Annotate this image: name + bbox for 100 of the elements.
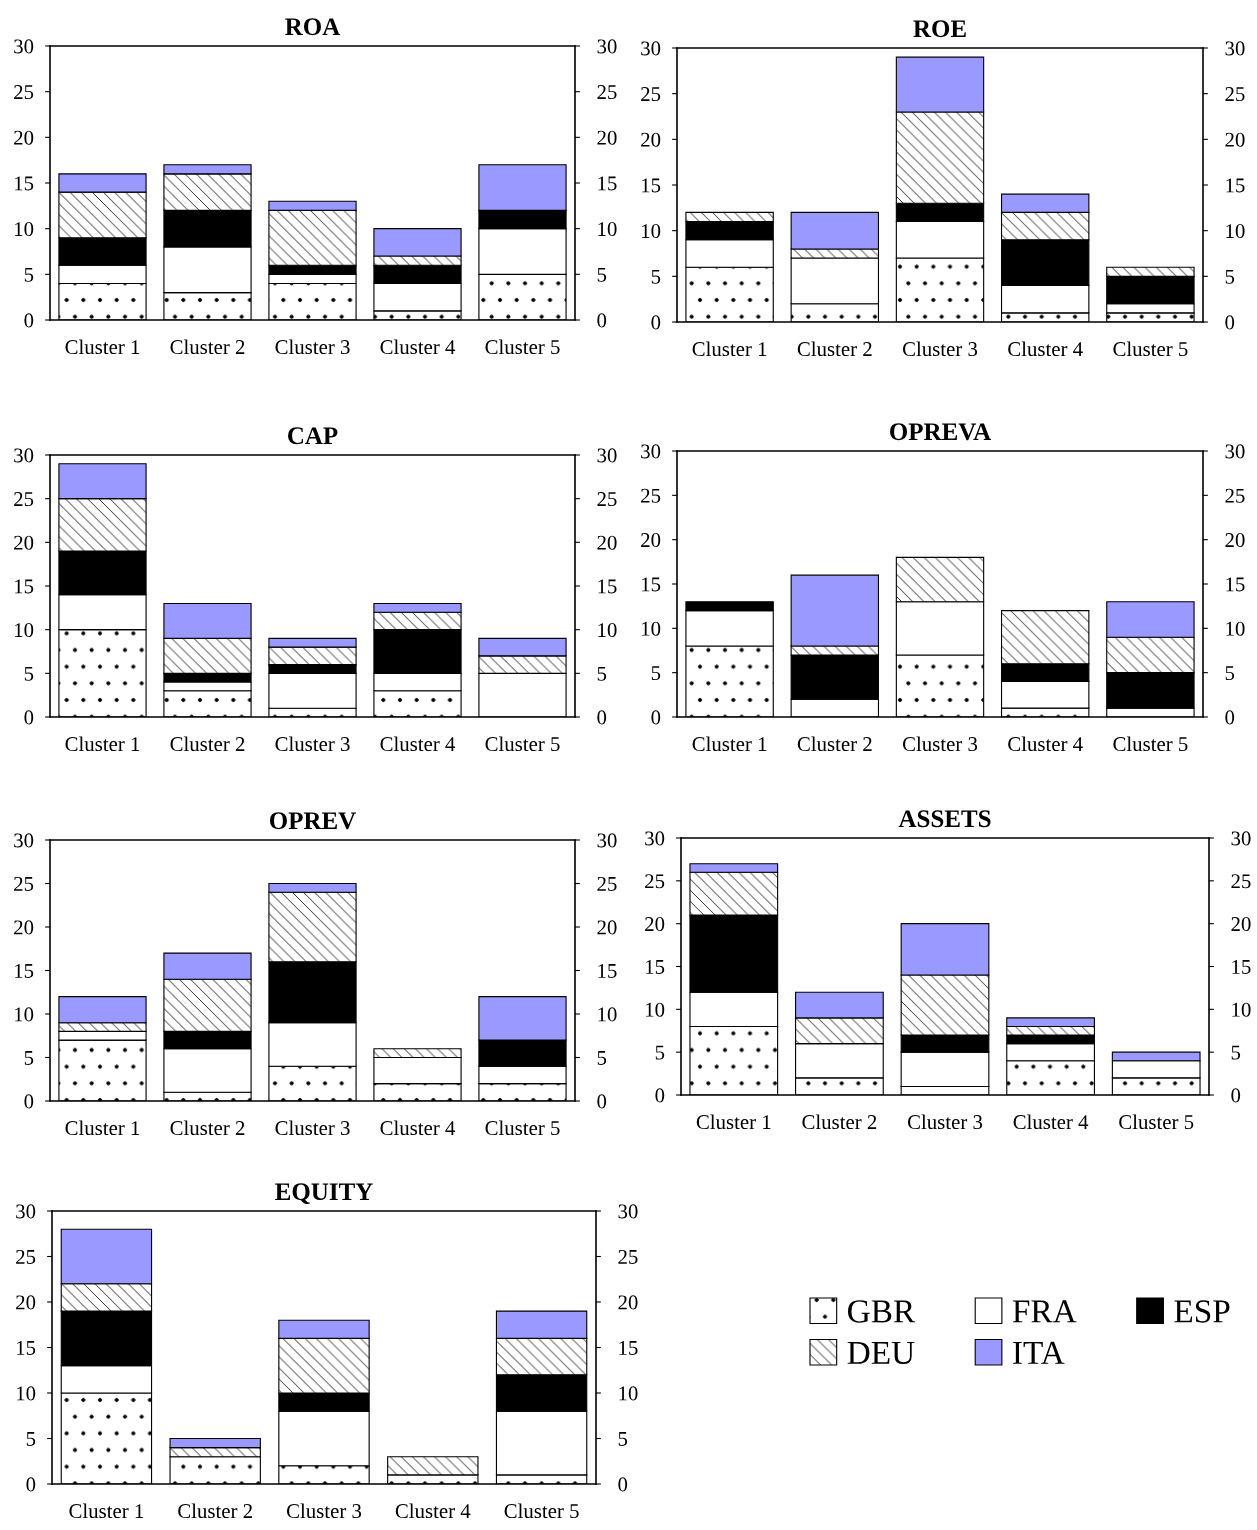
x-tick-label: Cluster 2	[178, 1503, 252, 1519]
y2-tick-label: 15	[1226, 577, 1245, 592]
y2-tick-label: 10	[598, 623, 617, 638]
x-tick-label: Cluster 3	[275, 1120, 350, 1136]
y2-tick-label: 20	[1225, 533, 1245, 548]
y-tick-label: 30	[641, 444, 661, 459]
y-tick-label: 15	[15, 963, 34, 978]
y2-tick-label: 0	[597, 313, 607, 328]
y2-tick-label: 0	[1231, 1088, 1241, 1103]
y-tick-label: 0	[24, 313, 34, 328]
legend-label: ESP	[1174, 1300, 1230, 1323]
y-tick-label: 25	[14, 85, 34, 100]
x-tick-label: Cluster 4	[1008, 341, 1083, 357]
chart-title: EQUITY	[275, 1183, 373, 1204]
y-tick-label: 15	[15, 579, 34, 594]
y2-tick-label: 5	[597, 1051, 607, 1065]
y2-tick-label: 30	[597, 39, 617, 54]
y-tick-label: 15	[17, 1340, 36, 1355]
x-tick-label: Cluster 2	[170, 736, 245, 752]
y-tick-label: 20	[16, 1295, 36, 1310]
y-tick-label: 15	[15, 176, 34, 191]
y-tick-label: 30	[641, 41, 661, 56]
y-tick-label: 5	[26, 1432, 36, 1446]
y2-tick-label: 20	[597, 130, 617, 145]
y-tick-label: 25	[14, 492, 34, 507]
y2-tick-label: 0	[597, 710, 607, 725]
y2-tick-label: 5	[1231, 1045, 1241, 1060]
y2-tick-label: 5	[1225, 269, 1235, 284]
y-tick-label: 10	[15, 623, 34, 638]
y-tick-label: 5	[24, 666, 34, 681]
y2-tick-label: 25	[1225, 488, 1245, 503]
x-tick-label: Cluster 4	[380, 736, 456, 752]
x-tick-label: Cluster 5	[1113, 341, 1188, 357]
y-tick-label: 20	[14, 535, 34, 550]
x-tick-label: Cluster 1	[696, 1114, 771, 1130]
y2-tick-label: 25	[597, 85, 617, 100]
y2-tick-label: 10	[598, 1007, 617, 1022]
y2-tick-label: 25	[597, 876, 617, 891]
x-tick-label: Cluster 4	[1013, 1114, 1089, 1130]
y2-tick-label: 15	[598, 579, 617, 594]
y2-tick-label: 15	[1226, 178, 1245, 193]
y2-tick-label: 10	[619, 1386, 638, 1401]
y-tick-label: 5	[651, 269, 661, 284]
x-tick-label: Cluster 3	[275, 736, 350, 752]
y-tick-label: 25	[645, 874, 665, 889]
y-tick-label: 10	[15, 1007, 34, 1022]
y2-tick-label: 0	[1225, 315, 1235, 330]
y-tick-label: 15	[642, 577, 661, 592]
legend-label: ITA	[1013, 1341, 1065, 1364]
y2-tick-label: 25	[597, 492, 617, 507]
y2-tick-label: 10	[1226, 224, 1245, 239]
y-tick-label: 30	[645, 831, 665, 846]
y2-tick-label: 30	[597, 448, 617, 463]
x-tick-label: Cluster 1	[692, 341, 767, 357]
y2-tick-label: 25	[618, 1249, 638, 1264]
y2-tick-label: 0	[597, 1094, 607, 1109]
bar	[60, 1228, 153, 1285]
x-tick-label: Cluster 3	[275, 339, 350, 355]
y2-tick-label: 15	[598, 176, 617, 191]
y-tick-label: 10	[17, 1386, 36, 1401]
y2-tick-label: 30	[618, 1204, 638, 1219]
legend-label: DEU	[847, 1341, 915, 1365]
y2-tick-label: 15	[619, 1340, 638, 1355]
chart-title: ROE	[913, 20, 966, 38]
y-tick-label: 0	[655, 1088, 665, 1103]
x-tick-label: Cluster 1	[69, 1503, 144, 1519]
x-tick-label: Cluster 2	[797, 341, 872, 357]
chart-title: ASSETS	[898, 810, 991, 828]
y2-tick-label: 25	[1231, 874, 1251, 889]
y2-tick-label: 10	[1226, 621, 1245, 636]
y-tick-label: 20	[641, 132, 661, 147]
x-tick-label: Cluster 2	[170, 339, 245, 355]
y-tick-label: 0	[24, 710, 34, 725]
x-tick-label: Cluster 4	[395, 1503, 471, 1519]
x-tick-label: Cluster 2	[170, 1120, 245, 1136]
y-tick-label: 10	[642, 621, 661, 636]
y-tick-label: 15	[646, 959, 665, 974]
y2-tick-label: 5	[1225, 666, 1235, 681]
x-tick-label: Cluster 5	[1113, 736, 1188, 752]
y-tick-label: 30	[14, 833, 34, 848]
y2-tick-label: 5	[597, 666, 607, 681]
y-tick-label: 30	[14, 39, 34, 54]
y2-tick-label: 15	[598, 963, 617, 978]
y2-tick-label: 20	[1231, 917, 1251, 932]
x-tick-label: Cluster 2	[802, 1114, 877, 1130]
chart-title: ROA	[285, 18, 341, 36]
y-tick-label: 30	[16, 1204, 36, 1219]
x-tick-label: Cluster 3	[902, 736, 978, 752]
x-tick-label: Cluster 4	[380, 339, 456, 355]
y-tick-label: 25	[641, 488, 661, 503]
y-tick-label: 10	[642, 224, 661, 239]
x-tick-label: Cluster 5	[1119, 1114, 1194, 1130]
y2-tick-label: 30	[1231, 831, 1251, 846]
y-tick-label: 15	[642, 178, 661, 193]
y-tick-label: 30	[14, 448, 34, 463]
y2-tick-label: 20	[1225, 132, 1245, 147]
y-tick-label: 10	[15, 222, 34, 237]
x-tick-label: Cluster 4	[1008, 736, 1083, 752]
y2-tick-label: 0	[1225, 710, 1235, 725]
x-tick-label: Cluster 1	[65, 339, 140, 355]
